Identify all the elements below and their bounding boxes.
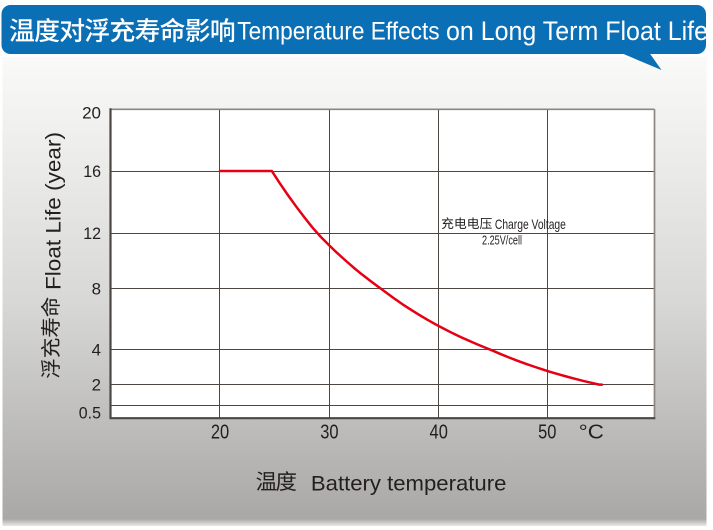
svg-text:°C: °C [579, 422, 604, 444]
svg-text:2.25V/cell: 2.25V/cell [482, 233, 522, 248]
svg-text:8: 8 [92, 280, 101, 299]
svg-text:30: 30 [320, 422, 338, 444]
svg-text:Battery temperature: Battery temperature [311, 471, 506, 495]
svg-text:Charge Voltage: Charge Voltage [495, 217, 566, 232]
svg-text:20: 20 [82, 104, 101, 123]
svg-text:0.5: 0.5 [79, 404, 101, 423]
svg-text:12: 12 [83, 224, 101, 243]
svg-text:4: 4 [92, 341, 101, 360]
svg-text:on Long Term Float Life: on Long Term Float Life [446, 16, 708, 46]
svg-text:40: 40 [430, 422, 448, 444]
svg-text:2: 2 [92, 376, 101, 395]
svg-text:16: 16 [83, 162, 101, 181]
svg-text:Temperature Effects: Temperature Effects [237, 18, 439, 46]
svg-text:20: 20 [211, 422, 229, 444]
svg-text:Float Life (year): Float Life (year) [42, 132, 65, 290]
svg-text:50: 50 [538, 422, 556, 444]
